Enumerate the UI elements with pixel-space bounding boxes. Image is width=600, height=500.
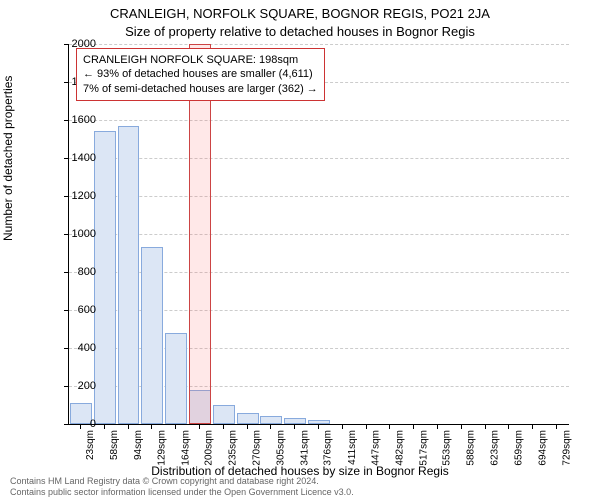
x-tick-label: 129sqm xyxy=(146,430,156,440)
x-tick-label: 164sqm xyxy=(170,430,180,440)
x-tick-mark xyxy=(151,424,152,429)
y-tick-label: 600 xyxy=(56,304,96,316)
x-tick-mark xyxy=(461,424,462,429)
grid-line xyxy=(69,234,569,235)
x-tick-label: 588sqm xyxy=(456,430,466,440)
grid-line xyxy=(69,196,569,197)
y-tick-label: 800 xyxy=(56,266,96,278)
chart-title-sub: Size of property relative to detached ho… xyxy=(0,24,600,39)
x-tick-label: 659sqm xyxy=(503,430,513,440)
annotation-line: ← 93% of detached houses are smaller (4,… xyxy=(83,67,318,81)
x-tick-mark xyxy=(318,424,319,429)
x-tick-mark xyxy=(175,424,176,429)
annotation-line: CRANLEIGH NORFOLK SQUARE: 198sqm xyxy=(83,53,318,67)
footer-line-1: Contains HM Land Registry data © Crown c… xyxy=(10,476,354,487)
bar xyxy=(260,416,282,424)
x-tick-mark xyxy=(223,424,224,429)
footer-line-2: Contains public sector information licen… xyxy=(10,487,354,498)
y-axis-label: Number of detached properties xyxy=(1,76,15,241)
x-tick-label: 623sqm xyxy=(480,430,490,440)
y-tick-label: 400 xyxy=(56,342,96,354)
x-tick-label: 235sqm xyxy=(218,430,228,440)
x-tick-mark xyxy=(508,424,509,429)
x-tick-label: 58sqm xyxy=(99,430,109,440)
y-tick-label: 1000 xyxy=(56,228,96,240)
y-tick-label: 1400 xyxy=(56,152,96,164)
annotation-line: 7% of semi-detached houses are larger (3… xyxy=(83,82,318,96)
x-tick-label: 270sqm xyxy=(242,430,252,440)
footer-text: Contains HM Land Registry data © Crown c… xyxy=(10,476,354,498)
x-tick-mark xyxy=(199,424,200,429)
bar xyxy=(94,131,116,424)
x-tick-label: 517sqm xyxy=(408,430,418,440)
x-tick-label: 94sqm xyxy=(123,430,133,440)
x-tick-label: 729sqm xyxy=(551,430,561,440)
bar xyxy=(237,413,259,424)
x-tick-label: 23sqm xyxy=(75,430,85,440)
highlight-bar xyxy=(189,44,211,424)
x-tick-label: 482sqm xyxy=(384,430,394,440)
chart-container: CRANLEIGH, NORFOLK SQUARE, BOGNOR REGIS,… xyxy=(0,0,600,500)
x-tick-mark xyxy=(413,424,414,429)
x-tick-mark xyxy=(342,424,343,429)
x-tick-label: 341sqm xyxy=(289,430,299,440)
x-tick-mark xyxy=(556,424,557,429)
x-tick-label: 447sqm xyxy=(361,430,371,440)
bar xyxy=(213,405,235,424)
y-tick-label: 1600 xyxy=(56,114,96,126)
bar xyxy=(141,247,163,424)
bar xyxy=(165,333,187,424)
y-tick-label: 1200 xyxy=(56,190,96,202)
x-tick-mark xyxy=(247,424,248,429)
x-tick-mark xyxy=(128,424,129,429)
x-tick-label: 553sqm xyxy=(432,430,442,440)
x-tick-mark xyxy=(532,424,533,429)
plot-area xyxy=(68,44,569,425)
x-tick-mark xyxy=(294,424,295,429)
x-tick-label: 411sqm xyxy=(337,430,347,440)
x-tick-label: 200sqm xyxy=(194,430,204,440)
x-tick-label: 694sqm xyxy=(527,430,537,440)
x-tick-label: 376sqm xyxy=(313,430,323,440)
x-tick-label: 305sqm xyxy=(265,430,275,440)
bar xyxy=(118,126,140,424)
x-tick-mark xyxy=(366,424,367,429)
x-tick-mark xyxy=(485,424,486,429)
chart-title-main: CRANLEIGH, NORFOLK SQUARE, BOGNOR REGIS,… xyxy=(0,6,600,21)
x-tick-mark xyxy=(437,424,438,429)
x-tick-mark xyxy=(80,424,81,429)
annotation-box: CRANLEIGH NORFOLK SQUARE: 198sqm← 93% of… xyxy=(76,48,325,101)
grid-line xyxy=(69,120,569,121)
x-tick-mark xyxy=(389,424,390,429)
y-tick-label: 0 xyxy=(56,418,96,430)
y-tick-label: 200 xyxy=(56,380,96,392)
grid-line xyxy=(69,158,569,159)
x-tick-mark xyxy=(104,424,105,429)
grid-line xyxy=(69,44,569,45)
x-tick-mark xyxy=(270,424,271,429)
